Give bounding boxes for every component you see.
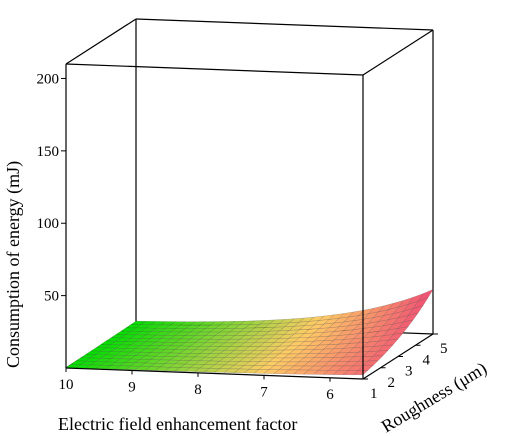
surface-patch — [362, 360, 379, 367]
x-tick-label: 6 — [326, 387, 334, 403]
x-tick-label: 7 — [260, 384, 268, 400]
x-axis-label: Electric field enhancement factor — [58, 414, 297, 434]
x-tick-label: 10 — [59, 377, 74, 393]
x-tick-label: 8 — [194, 382, 202, 398]
surface-patch — [417, 288, 434, 302]
z-axis-ticks: 50 100 150 200 — [37, 71, 66, 305]
surface-patch — [372, 350, 389, 357]
y-tick-label: 1 — [370, 386, 378, 402]
box-edge — [65, 63, 364, 76]
y-tick-label: 3 — [405, 364, 413, 380]
z-tick-label: 150 — [37, 144, 60, 160]
y-tick-label: 4 — [423, 352, 431, 368]
surface-patch — [357, 365, 374, 371]
surface-patch — [352, 370, 369, 376]
box-edge — [135, 18, 434, 31]
z-tick-label: 100 — [37, 216, 60, 232]
box-edge — [65, 367, 364, 380]
z-tick-label: 200 — [37, 71, 60, 87]
z-axis-label: Consumption of energy (mJ) — [3, 161, 24, 368]
y-tick-label: 2 — [388, 375, 396, 391]
y-axis-label: Roughness (μm) — [378, 358, 491, 436]
x-axis-ticks: 10 9 8 7 6 — [59, 368, 334, 403]
surface-patch — [382, 338, 399, 347]
z-tick-label: 50 — [44, 289, 59, 305]
x-tick-label: 9 — [128, 379, 136, 395]
box-edge — [362, 29, 434, 76]
energy-surface — [65, 288, 434, 376]
box-edge — [65, 18, 137, 65]
y-tick-label: 5 — [440, 341, 448, 357]
